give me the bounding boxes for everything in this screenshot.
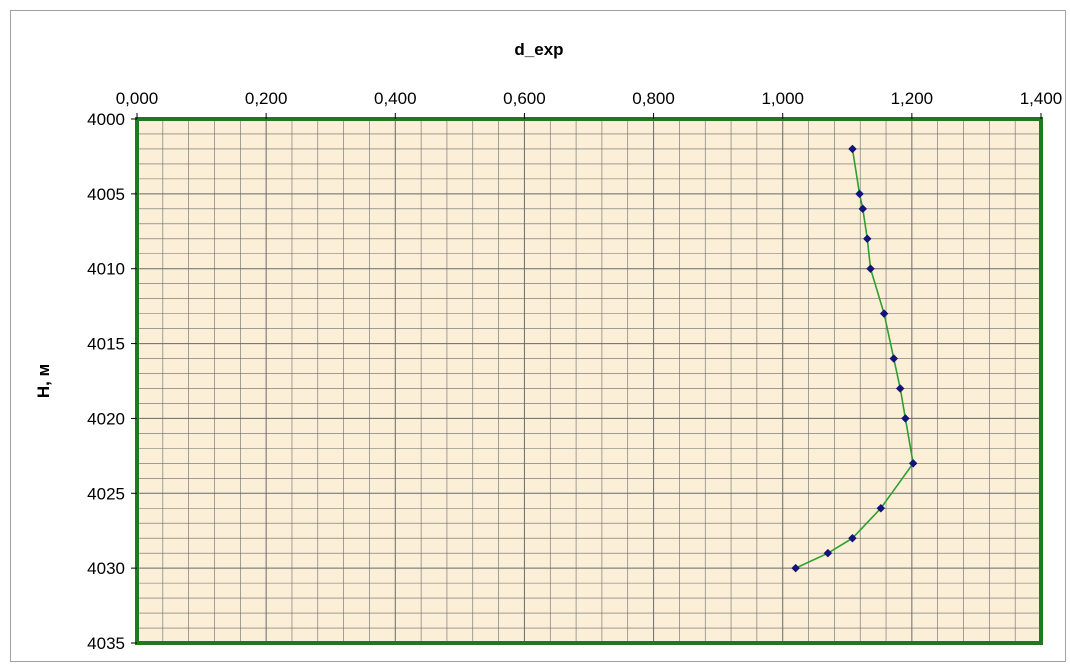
chart-svg: 0,000 0,200 0,400 0,600 0,800 1,000 1,200 1,400…	[34, 40, 1063, 653]
plot-area	[137, 119, 1041, 643]
y-axis-title: H, м	[34, 364, 53, 398]
y-tick-label: 4010	[87, 260, 125, 279]
data-point	[866, 264, 875, 274]
data-point	[858, 204, 868, 214]
data-point	[855, 189, 864, 199]
plot-border	[135, 117, 1043, 645]
data-point	[848, 533, 857, 543]
x-axis-title: d_exp	[514, 40, 563, 59]
y-tick-label: 4005	[87, 185, 125, 204]
data-point	[895, 384, 905, 393]
x-tick-label: 0,600	[503, 89, 546, 108]
y-tick-label: 4030	[87, 559, 125, 578]
data-point	[879, 309, 889, 318]
x-tick-label: 1,000	[761, 89, 804, 108]
data-point	[791, 563, 800, 573]
y-axis: 4000 4005 4010 4015 4020 4025 4030 4035	[87, 110, 137, 653]
x-tick-label: 1,200	[891, 89, 934, 108]
y-tick-label: 4035	[87, 634, 125, 653]
data-point	[862, 234, 872, 244]
data-point	[848, 144, 857, 154]
data-point	[908, 458, 918, 468]
data-point	[876, 503, 886, 513]
x-tick-label: 0,400	[374, 89, 417, 108]
y-tick-label: 4020	[87, 409, 125, 428]
data-point	[901, 414, 910, 423]
y-tick-label: 4000	[87, 110, 125, 129]
data-point	[889, 354, 899, 363]
data-point	[823, 548, 833, 558]
y-tick-label: 4015	[87, 335, 125, 354]
grid-minor	[137, 119, 1041, 643]
x-tick-label: 0,800	[632, 89, 675, 108]
x-axis: 0,000 0,200 0,400 0,600 0,800 1,000 1,200 1,400	[116, 89, 1063, 119]
chart-frame: 0,000 0,200 0,400 0,600 0,800 1,000 1,200 1,400…	[10, 10, 1066, 662]
series-group	[791, 144, 918, 573]
x-tick-label: 0,200	[245, 89, 288, 108]
series-line	[795, 148, 914, 569]
x-tick-label: 0,000	[116, 89, 159, 108]
x-tick-label: 1,400	[1020, 89, 1063, 108]
y-tick-label: 4025	[87, 484, 125, 503]
